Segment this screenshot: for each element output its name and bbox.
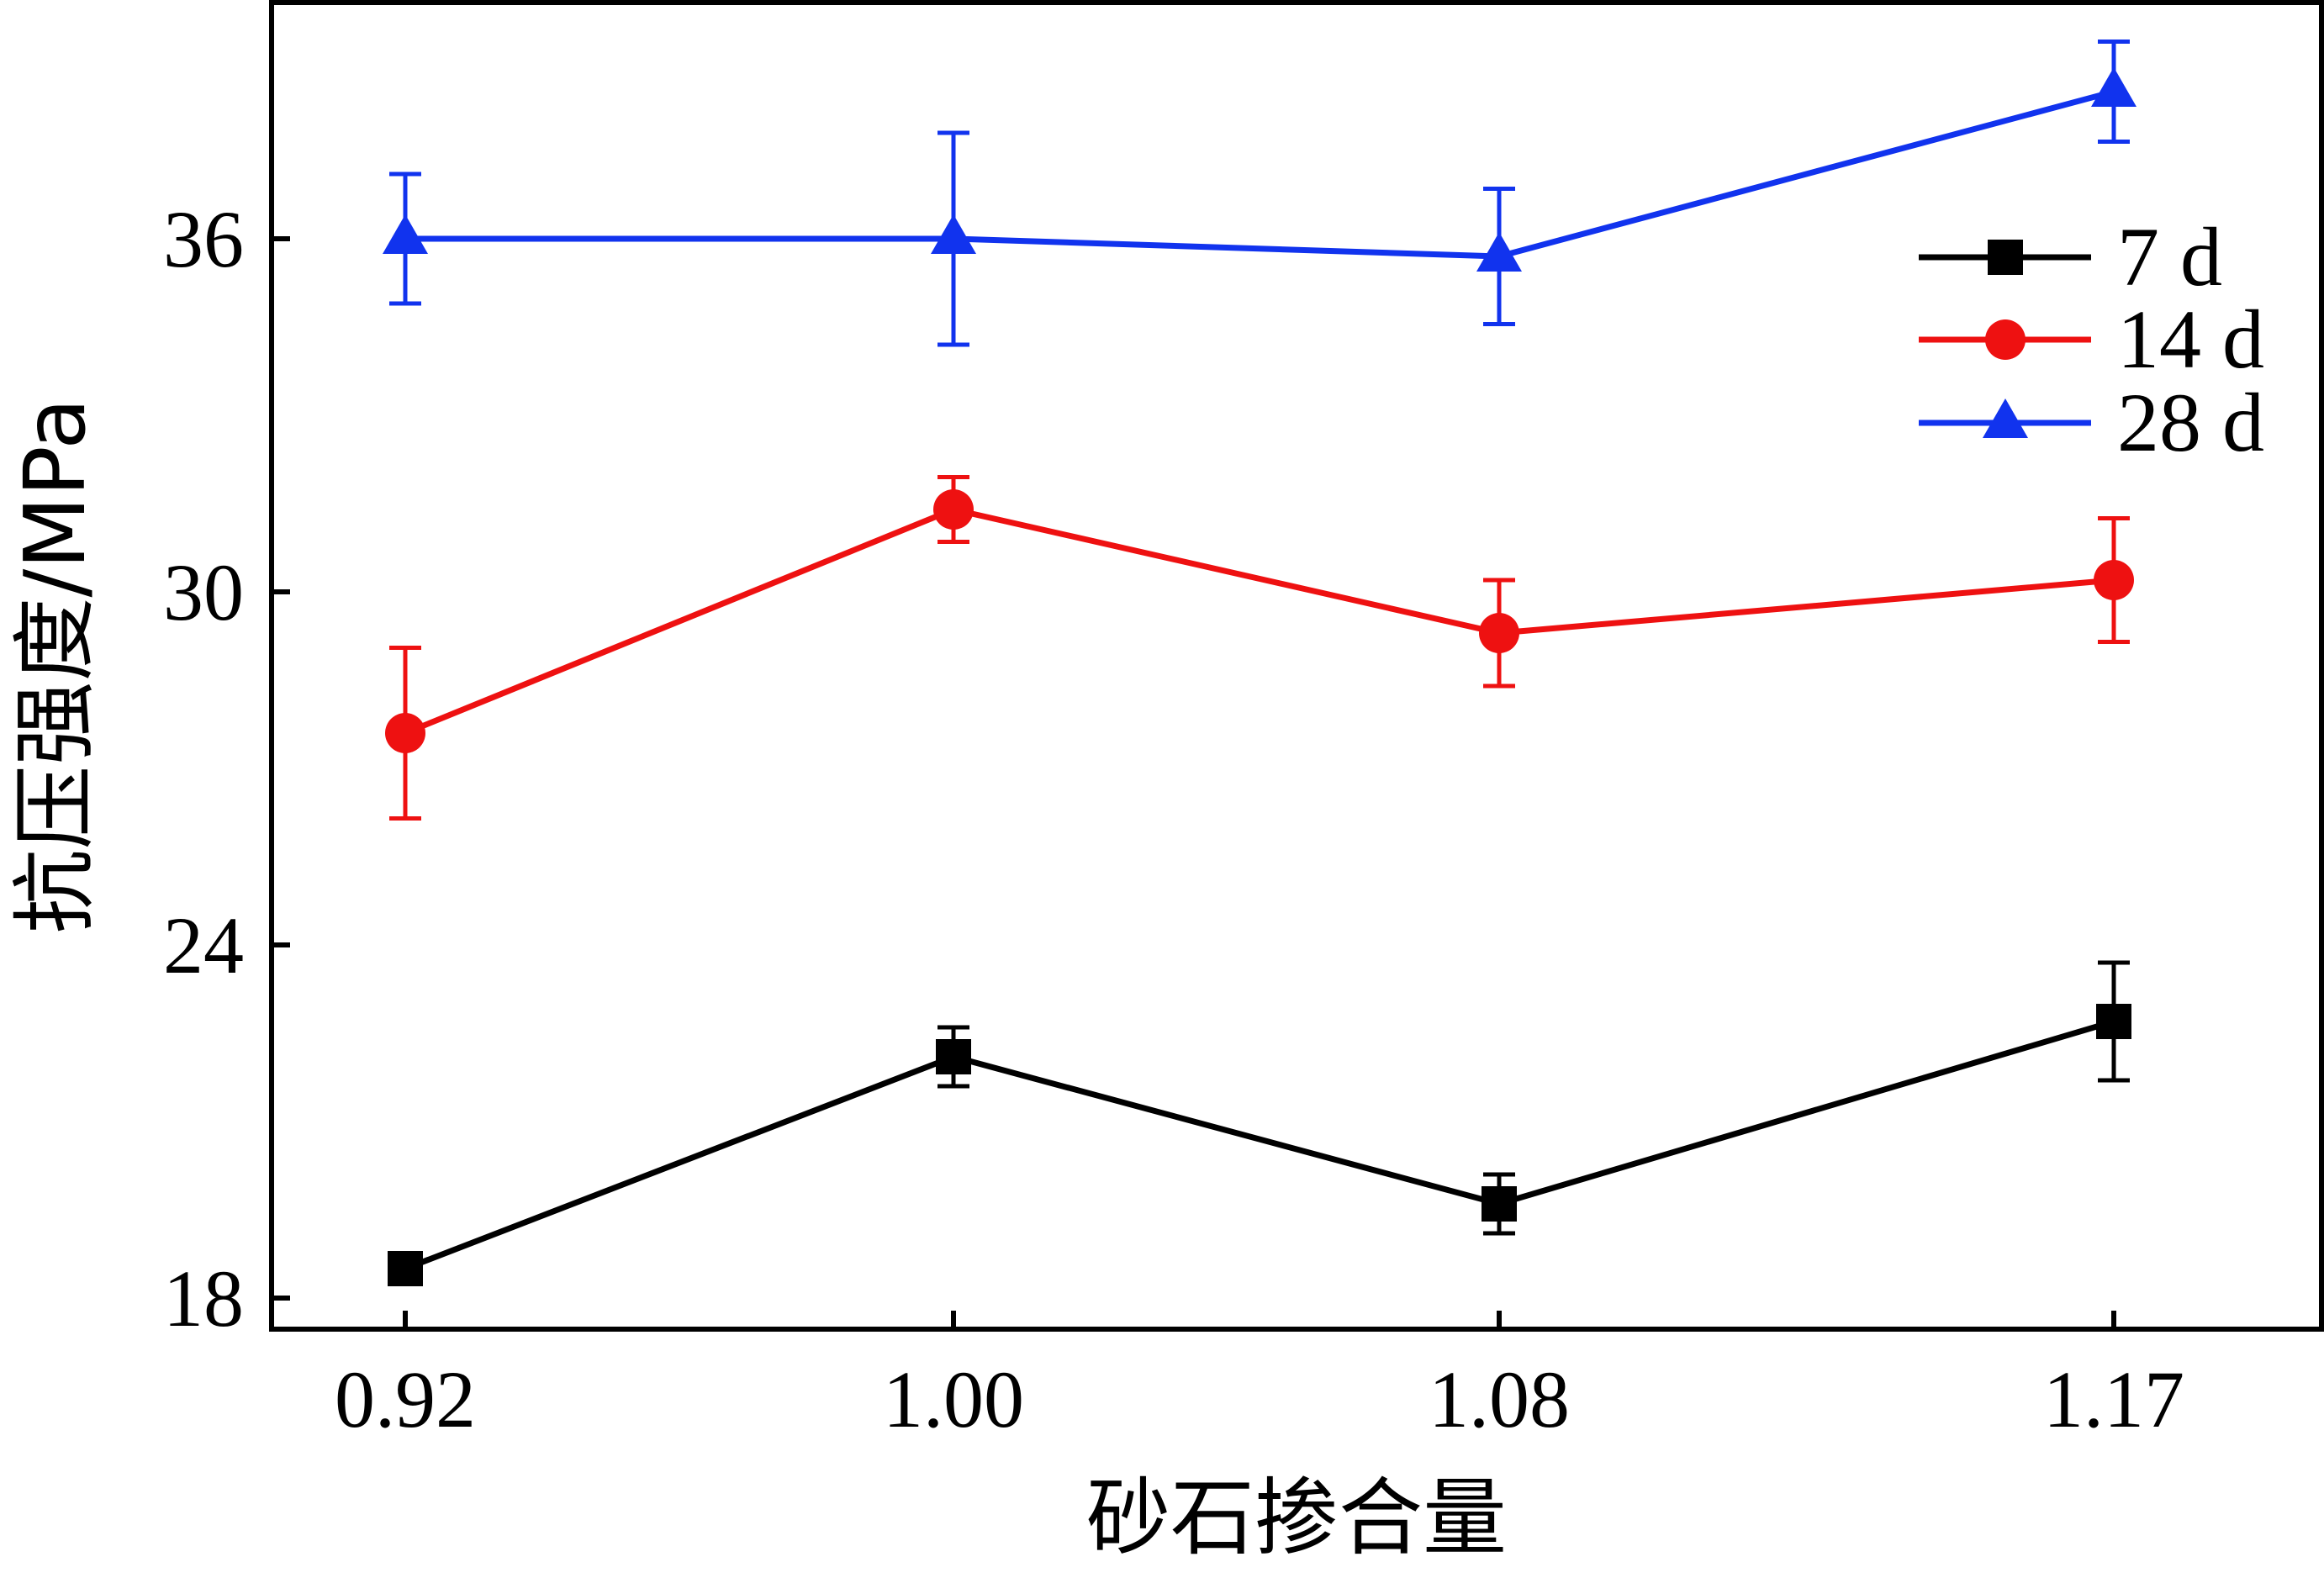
x-tick-label: 1.08 xyxy=(1429,1354,1570,1444)
square-marker xyxy=(1482,1186,1517,1222)
triangle-marker xyxy=(931,214,976,254)
x-tick-label: 1.17 xyxy=(2043,1354,2184,1444)
triangle-marker xyxy=(383,214,428,254)
series-line xyxy=(404,506,2115,736)
square-marker xyxy=(2096,1004,2131,1039)
square-marker xyxy=(1988,240,2023,275)
circle-marker xyxy=(1479,613,1519,653)
series-7d xyxy=(388,960,2131,1286)
legend: 7 d14 d28 d xyxy=(1919,210,2264,469)
y-tick-label: 30 xyxy=(163,547,244,637)
triangle-marker xyxy=(1476,232,1522,272)
x-tick-label: 0.92 xyxy=(335,1354,476,1444)
circle-marker xyxy=(2094,560,2134,600)
y-tick-label: 24 xyxy=(163,900,244,990)
square-marker xyxy=(388,1251,423,1286)
circle-marker xyxy=(1985,319,2026,360)
series-line xyxy=(404,1018,2115,1272)
legend-label: 14 d xyxy=(2117,293,2264,386)
y-tick-label: 18 xyxy=(163,1253,244,1343)
y-axis-title: 抗压强度/MPa xyxy=(6,398,104,933)
series-14d xyxy=(385,475,2134,821)
triangle-marker xyxy=(1983,398,2028,438)
x-axis: 0.92 1.00 1.08 1.17 xyxy=(335,1311,2184,1444)
triangle-marker xyxy=(2091,67,2136,107)
x-axis-title: 砂石掺合量 xyxy=(1086,1469,1507,1567)
y-tick-label: 36 xyxy=(163,194,244,284)
circle-marker xyxy=(385,713,425,753)
x-tick-label: 1.00 xyxy=(883,1354,1024,1444)
y-axis: 18 24 30 36 xyxy=(163,194,290,1343)
circle-marker xyxy=(933,489,974,530)
series-28d xyxy=(383,40,2136,347)
plot-area xyxy=(383,40,2136,1286)
square-marker xyxy=(936,1039,971,1074)
legend-label: 7 d xyxy=(2117,210,2222,303)
legend-label: 28 d xyxy=(2117,376,2264,469)
plot-frame xyxy=(269,0,2324,1332)
series-line xyxy=(405,88,2115,260)
